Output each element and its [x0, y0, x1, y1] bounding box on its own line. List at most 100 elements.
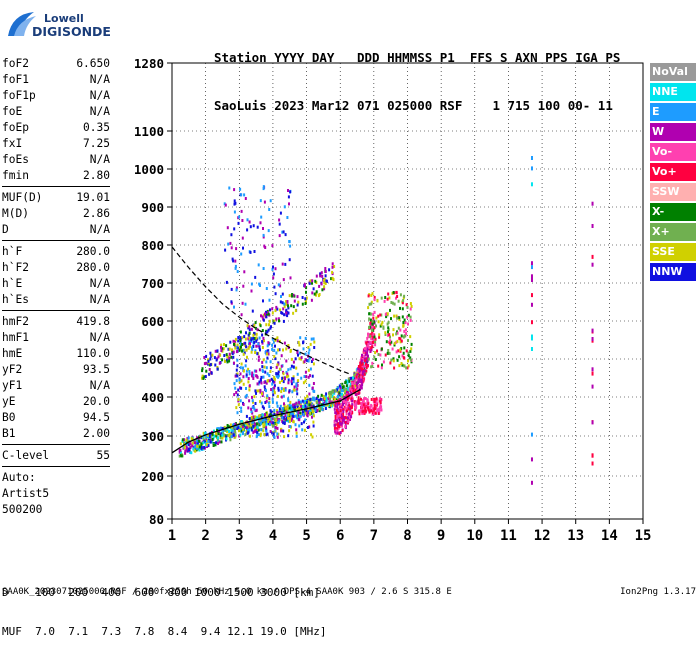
echo-point [272, 272, 275, 276]
echo-point [395, 296, 397, 300]
echo-point [303, 400, 305, 404]
echo-point [328, 268, 331, 272]
echo-point [410, 342, 413, 346]
echo-point [305, 290, 307, 294]
echo-point [377, 320, 380, 324]
echo-point [284, 377, 286, 381]
echo-point [302, 347, 305, 351]
echo-point [374, 358, 377, 361]
echo-point [257, 355, 260, 359]
echo-point [262, 336, 265, 340]
x-tick-label: 3 [235, 528, 243, 544]
echo-point [363, 357, 365, 361]
echo-point [409, 358, 412, 362]
echo-point [269, 370, 272, 373]
echo-point [259, 324, 262, 328]
echo-point [276, 415, 279, 419]
echo-point [399, 348, 402, 352]
echo-point [241, 343, 244, 346]
muf-row: MUF 7.0 7.1 7.3 7.8 8.4 9.4 12.1 19.0 [M… [2, 625, 327, 638]
param-name: h`E [2, 277, 23, 290]
echo-point [310, 337, 313, 341]
echo-point [379, 401, 382, 404]
echo-point [249, 225, 252, 229]
echo-point [276, 394, 279, 398]
echo-point [387, 349, 390, 352]
echo-point [356, 373, 359, 377]
param-value: N/A [89, 223, 110, 236]
echo-point [269, 412, 272, 416]
echo-point [370, 409, 373, 413]
echo-point [338, 425, 341, 428]
echo-point [224, 248, 227, 252]
echo-point [194, 441, 196, 445]
echo-point [211, 437, 214, 441]
echo-point [292, 403, 295, 407]
echo-point [256, 375, 259, 379]
echo-point [254, 275, 257, 279]
echo-point [256, 328, 259, 332]
echo-point [360, 375, 363, 379]
echo-point [343, 395, 346, 399]
echo-point [257, 358, 260, 362]
param-row: h`F2 280.0 [2, 260, 110, 276]
echo-point [382, 360, 385, 364]
echo-point [349, 410, 352, 414]
echo-point [242, 427, 245, 431]
echo-point [283, 205, 286, 209]
echo-point [333, 426, 336, 430]
echo-point [372, 312, 375, 316]
echo-point [351, 403, 354, 407]
echo-point [370, 302, 373, 306]
echo-point [208, 372, 211, 376]
echo-point [287, 304, 289, 308]
echo-point [200, 442, 203, 446]
interference-point [530, 293, 533, 298]
param-value: 93.5 [83, 363, 110, 376]
echo-point [270, 388, 273, 391]
echo-point [324, 403, 327, 407]
echo-point [314, 279, 317, 283]
echo-point [211, 432, 214, 436]
echo-point [366, 336, 369, 340]
x-tick-label: 7 [370, 528, 378, 544]
param-value: N/A [89, 331, 110, 344]
echo-point [201, 376, 203, 380]
echo-point [216, 366, 219, 369]
echo-point [190, 451, 193, 455]
echo-point [185, 446, 188, 450]
echo-point [335, 427, 337, 431]
echo-point [279, 284, 282, 288]
echo-point [273, 321, 276, 325]
echo-point [346, 394, 349, 398]
echo-point [347, 419, 350, 423]
echo-point [239, 336, 242, 340]
echo-point [308, 392, 311, 396]
echo-point [184, 449, 187, 453]
echo-point [340, 417, 343, 421]
echo-point [344, 421, 347, 424]
echo-point [318, 284, 321, 288]
echo-point [332, 390, 335, 394]
echo-point [272, 393, 275, 397]
echo-point [315, 291, 318, 295]
echo-point [347, 395, 350, 399]
y-tick-label: 600 [141, 314, 164, 329]
echo-point [197, 439, 199, 443]
echo-point [329, 390, 332, 394]
echo-point [266, 413, 269, 417]
echo-point [288, 403, 291, 407]
echo-point [359, 362, 362, 365]
echo-point [183, 438, 185, 442]
echo-point [292, 365, 295, 369]
echo-point [254, 389, 257, 393]
echo-point [286, 300, 289, 303]
echo-point [259, 414, 262, 418]
legend-item: X- [650, 203, 696, 221]
echo-point [358, 369, 361, 373]
echo-point [349, 385, 352, 389]
echo-point [385, 340, 388, 344]
x-tick-label: 11 [500, 528, 517, 544]
echo-point [262, 358, 265, 362]
echo-point [281, 416, 284, 420]
